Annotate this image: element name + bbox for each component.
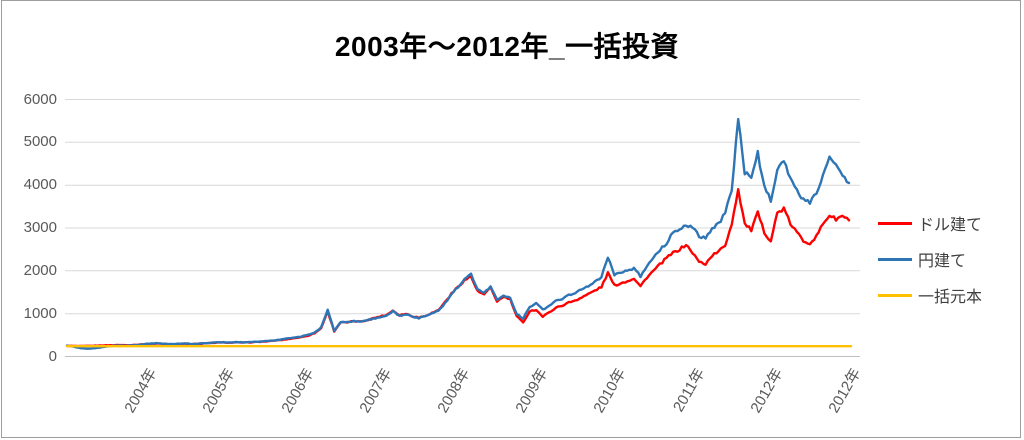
legend-label-principal: 一括元本	[918, 289, 983, 306]
legend-label-yen: 円建て	[918, 253, 967, 270]
y-tick-label-0: 0	[48, 347, 57, 365]
series-line-yen	[65, 117, 851, 350]
series-line-dollar	[65, 187, 851, 348]
legend-swatch-principal	[878, 293, 912, 297]
legend-swatch-yen	[878, 257, 912, 261]
y-tick-label-6000: 6000	[23, 90, 57, 108]
y-tick-label-3000: 3000	[23, 219, 57, 236]
legend-label-dollar: ドル建て	[918, 217, 983, 234]
legend-item-yen: 円建て	[878, 248, 966, 270]
legend-item-principal: 一括元本	[878, 284, 982, 306]
y-tick-label-5000: 5000	[23, 133, 57, 151]
legend-swatch-dollar	[878, 221, 912, 225]
y-tick-label-2000: 2000	[23, 261, 57, 279]
y-tick-label-1000: 1000	[23, 304, 57, 322]
legend-item-dollar: ドル建て	[878, 212, 982, 234]
chart-title: 2003年～2012年_一括投資	[334, 31, 680, 62]
y-tick-label-4000: 4000	[23, 176, 57, 194]
